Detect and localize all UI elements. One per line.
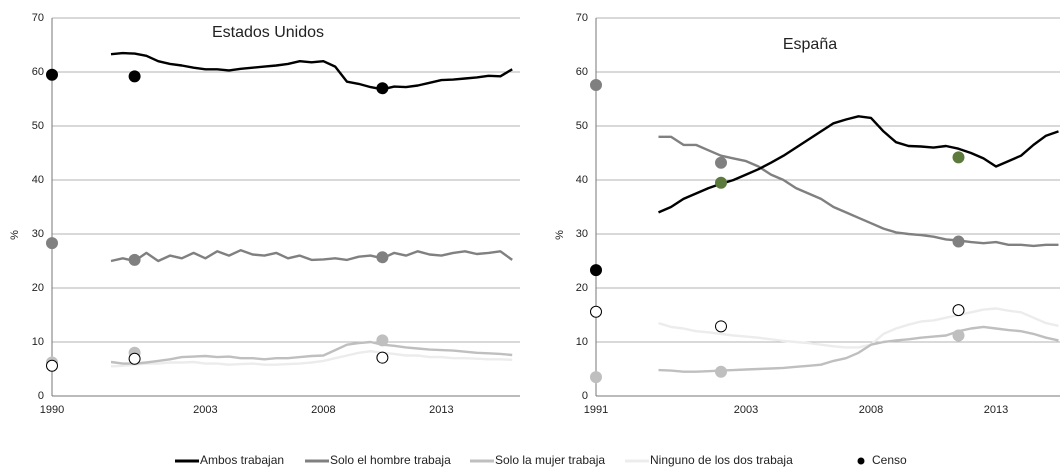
census-marker bbox=[128, 352, 141, 365]
y-axis-label: % bbox=[9, 230, 21, 240]
census-marker bbox=[952, 235, 965, 248]
chart-title: España bbox=[783, 36, 837, 53]
census-marker bbox=[376, 82, 389, 95]
legend: Ambos trabajan Solo el hombre trabaja Solo… bbox=[175, 453, 907, 467]
census-marker bbox=[128, 253, 141, 266]
series-line bbox=[110, 350, 513, 368]
y-axis-label: % bbox=[554, 230, 566, 240]
x-tick-label: 2013 bbox=[429, 404, 453, 416]
y-tick-label: 70 bbox=[32, 12, 44, 24]
census-marker bbox=[952, 329, 965, 342]
x-tick-label: 2013 bbox=[984, 404, 1008, 416]
x-tick-label: 2003 bbox=[734, 404, 758, 416]
y-tick-label: 50 bbox=[576, 120, 588, 132]
legend-label: Solo el hombre trabaja bbox=[330, 453, 451, 467]
census-marker bbox=[128, 70, 141, 83]
y-tick-label: 60 bbox=[576, 66, 588, 78]
x-tick-label: 1991 bbox=[584, 404, 608, 416]
y-tick-label: 10 bbox=[32, 336, 44, 348]
y-tick-label: 30 bbox=[32, 228, 44, 240]
x-tick-label: 2008 bbox=[311, 404, 335, 416]
x-tick-label: 1990 bbox=[40, 404, 64, 416]
x-tick-label: 2003 bbox=[193, 404, 217, 416]
census-marker bbox=[376, 251, 389, 264]
census-marker bbox=[376, 351, 389, 364]
census-marker bbox=[590, 371, 602, 384]
y-tick-label: 10 bbox=[576, 336, 588, 348]
census-marker bbox=[952, 304, 965, 317]
series-line bbox=[658, 135, 1059, 248]
legend-swatch bbox=[857, 457, 865, 465]
census-marker bbox=[952, 151, 965, 164]
chart-title: Estados Unidos bbox=[212, 24, 324, 41]
legend-label: Ambos trabajan bbox=[200, 453, 284, 467]
x-tick-label: 2008 bbox=[859, 404, 883, 416]
census-marker bbox=[590, 264, 602, 277]
legend-label: Censo bbox=[872, 453, 907, 467]
y-tick-label: 60 bbox=[32, 66, 44, 78]
census-marker bbox=[715, 365, 727, 378]
census-marker bbox=[590, 78, 602, 91]
y-tick-label: 20 bbox=[32, 282, 44, 294]
y-tick-label: 20 bbox=[576, 282, 588, 294]
census-marker bbox=[715, 156, 727, 169]
census-marker bbox=[376, 334, 389, 347]
series-line bbox=[658, 307, 1059, 349]
y-tick-label: 70 bbox=[576, 12, 588, 24]
y-tick-label: 0 bbox=[582, 390, 588, 402]
y-tick-label: 30 bbox=[576, 228, 588, 240]
legend-label: Ninguno de los dos trabaja bbox=[650, 453, 793, 467]
series-line bbox=[110, 51, 513, 91]
y-tick-label: 50 bbox=[32, 120, 44, 132]
census-marker bbox=[715, 320, 727, 333]
series-line bbox=[110, 249, 513, 263]
y-tick-label: 0 bbox=[38, 390, 44, 402]
census-marker bbox=[46, 359, 58, 372]
y-tick-label: 40 bbox=[32, 174, 44, 186]
census-marker bbox=[46, 68, 58, 81]
census-marker bbox=[715, 176, 727, 189]
census-marker bbox=[590, 305, 602, 318]
legend-label: Solo la mujer trabaja bbox=[495, 453, 605, 467]
census-marker bbox=[46, 237, 58, 250]
y-tick-label: 40 bbox=[576, 174, 588, 186]
series-line bbox=[110, 340, 513, 365]
